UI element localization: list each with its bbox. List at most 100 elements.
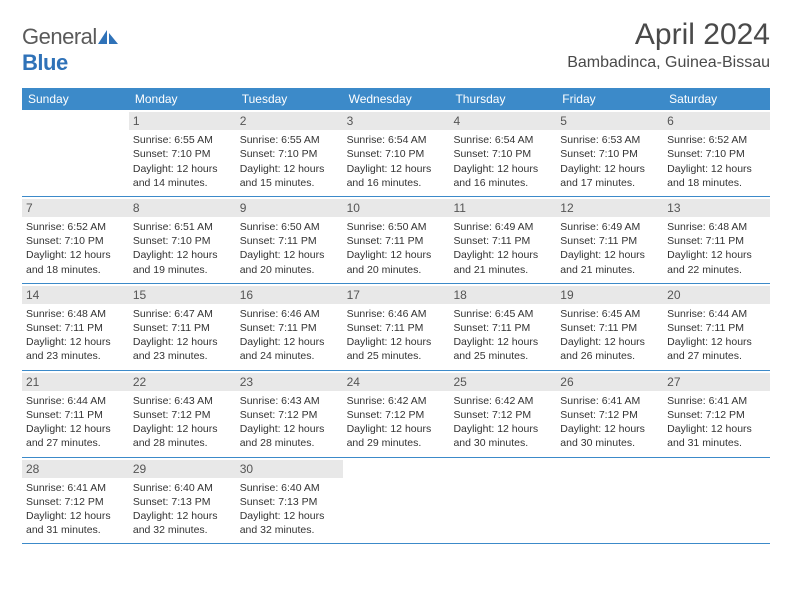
day-number: 3 — [343, 112, 450, 130]
day-cell: 13Sunrise: 6:48 AMSunset: 7:11 PMDayligh… — [663, 197, 770, 283]
day-number: 23 — [236, 373, 343, 391]
header: GeneralBlue April 2024 Bambadinca, Guine… — [22, 18, 770, 76]
dow-cell: Friday — [556, 88, 663, 110]
day-details: Sunrise: 6:51 AMSunset: 7:10 PMDaylight:… — [133, 220, 232, 277]
dow-cell: Tuesday — [236, 88, 343, 110]
day-cell: 25Sunrise: 6:42 AMSunset: 7:12 PMDayligh… — [449, 371, 556, 457]
day-details: Sunrise: 6:40 AMSunset: 7:13 PMDaylight:… — [240, 481, 339, 538]
day-details: Sunrise: 6:40 AMSunset: 7:13 PMDaylight:… — [133, 481, 232, 538]
dow-cell: Sunday — [22, 88, 129, 110]
day-cell: 3Sunrise: 6:54 AMSunset: 7:10 PMDaylight… — [343, 110, 450, 196]
day-cell: 22 Sunrise: 6:43 AMSunset: 7:12 PMDayligh… — [129, 371, 236, 457]
day-number: 2 — [236, 112, 343, 130]
day-number: 21 — [22, 373, 129, 391]
day-cell: 26 Sunrise: 6:41 AMSunset: 7:12 PMDayligh… — [556, 371, 663, 457]
day-cell — [22, 110, 129, 196]
day-number: 20 — [663, 286, 770, 304]
day-details: Sunrise: 6:42 AMSunset: 7:12 PMDaylight:… — [347, 394, 446, 451]
day-cell: 15 Sunrise: 6:47 AMSunset: 7:11 PMDayligh… — [129, 284, 236, 370]
week-row: 21 Sunrise: 6:44 AMSunset: 7:11 PMDayligh… — [22, 371, 770, 458]
brand-logo: GeneralBlue — [22, 18, 118, 76]
day-number: 18 — [449, 286, 556, 304]
sail-icon — [98, 30, 118, 44]
day-cell: 1Sunrise: 6:55 AMSunset: 7:10 PMDaylight… — [129, 110, 236, 196]
day-number: 24 — [343, 373, 450, 391]
day-number: 27 — [663, 373, 770, 391]
day-cell: 6 Sunrise: 6:52 AMSunset: 7:10 PMDaylight… — [663, 110, 770, 196]
day-cell: 10 Sunrise: 6:50 AMSunset: 7:11 PMDayligh… — [343, 197, 450, 283]
day-cell: 16 Sunrise: 6:46 AMSunset: 7:11 PMDayligh… — [236, 284, 343, 370]
location: Bambadinca, Guinea-Bissau — [567, 54, 770, 72]
day-cell: 14Sunrise: 6:48 AMSunset: 7:11 PMDayligh… — [22, 284, 129, 370]
day-cell — [343, 458, 450, 544]
day-number: 7 — [22, 199, 129, 217]
day-details: Sunrise: 6:44 AMSunset: 7:11 PMDaylight:… — [667, 307, 766, 364]
day-number: 9 — [236, 199, 343, 217]
day-cell: 9 Sunrise: 6:50 AMSunset: 7:11 PMDaylight… — [236, 197, 343, 283]
day-cell: 17 Sunrise: 6:46 AMSunset: 7:11 PMDayligh… — [343, 284, 450, 370]
day-cell: 7 Sunrise: 6:52 AMSunset: 7:10 PMDaylight… — [22, 197, 129, 283]
day-details: Sunrise: 6:52 AMSunset: 7:10 PMDaylight:… — [26, 220, 125, 277]
dow-cell: Wednesday — [343, 88, 450, 110]
day-details: Sunrise: 6:44 AMSunset: 7:11 PMDaylight:… — [26, 394, 125, 451]
day-details: Sunrise: 6:50 AMSunset: 7:11 PMDaylight:… — [347, 220, 446, 277]
day-cell: 28Sunrise: 6:41 AMSunset: 7:12 PMDayligh… — [22, 458, 129, 544]
day-cell: 30Sunrise: 6:40 AMSunset: 7:13 PMDayligh… — [236, 458, 343, 544]
day-details: Sunrise: 6:46 AMSunset: 7:11 PMDaylight:… — [347, 307, 446, 364]
month-title: April 2024 — [567, 18, 770, 52]
day-details: Sunrise: 6:50 AMSunset: 7:11 PMDaylight:… — [240, 220, 339, 277]
title-block: April 2024 Bambadinca, Guinea-Bissau — [567, 18, 770, 72]
day-number: 6 — [663, 112, 770, 130]
day-cell: 18 Sunrise: 6:45 AMSunset: 7:11 PMDayligh… — [449, 284, 556, 370]
day-details: Sunrise: 6:55 AMSunset: 7:10 PMDaylight:… — [240, 133, 339, 190]
day-number: 17 — [343, 286, 450, 304]
day-cell — [663, 458, 770, 544]
day-cell: 20 Sunrise: 6:44 AMSunset: 7:11 PMDayligh… — [663, 284, 770, 370]
day-details: Sunrise: 6:41 AMSunset: 7:12 PMDaylight:… — [667, 394, 766, 451]
day-cell: 5 Sunrise: 6:53 AMSunset: 7:10 PMDaylight… — [556, 110, 663, 196]
day-of-week-header: SundayMondayTuesdayWednesdayThursdayFrid… — [22, 88, 770, 110]
week-row: 7 Sunrise: 6:52 AMSunset: 7:10 PMDaylight… — [22, 197, 770, 284]
week-row: 28Sunrise: 6:41 AMSunset: 7:12 PMDayligh… — [22, 458, 770, 545]
day-details: Sunrise: 6:48 AMSunset: 7:11 PMDaylight:… — [667, 220, 766, 277]
day-number: 11 — [449, 199, 556, 217]
day-number: 10 — [343, 199, 450, 217]
day-details: Sunrise: 6:41 AMSunset: 7:12 PMDaylight:… — [560, 394, 659, 451]
day-details: Sunrise: 6:52 AMSunset: 7:10 PMDaylight:… — [667, 133, 766, 190]
day-details: Sunrise: 6:55 AMSunset: 7:10 PMDaylight:… — [133, 133, 232, 190]
day-cell: 12Sunrise: 6:49 AMSunset: 7:11 PMDayligh… — [556, 197, 663, 283]
day-number: 29 — [129, 460, 236, 478]
day-cell: 27 Sunrise: 6:41 AMSunset: 7:12 PMDayligh… — [663, 371, 770, 457]
day-details: Sunrise: 6:46 AMSunset: 7:11 PMDaylight:… — [240, 307, 339, 364]
brand-name-part2: Blue — [22, 50, 68, 75]
day-details: Sunrise: 6:43 AMSunset: 7:12 PMDaylight:… — [240, 394, 339, 451]
weeks-container: 1Sunrise: 6:55 AMSunset: 7:10 PMDaylight… — [22, 110, 770, 544]
day-number: 22 — [129, 373, 236, 391]
day-cell: 2 Sunrise: 6:55 AMSunset: 7:10 PMDaylight… — [236, 110, 343, 196]
week-row: 14Sunrise: 6:48 AMSunset: 7:11 PMDayligh… — [22, 284, 770, 371]
day-details: Sunrise: 6:49 AMSunset: 7:11 PMDaylight:… — [560, 220, 659, 277]
day-number: 5 — [556, 112, 663, 130]
day-number: 25 — [449, 373, 556, 391]
dow-cell: Thursday — [449, 88, 556, 110]
day-number: 16 — [236, 286, 343, 304]
day-details: Sunrise: 6:48 AMSunset: 7:11 PMDaylight:… — [26, 307, 125, 364]
calendar-page: GeneralBlue April 2024 Bambadinca, Guine… — [0, 0, 792, 562]
day-cell: 29 Sunrise: 6:40 AMSunset: 7:13 PMDayligh… — [129, 458, 236, 544]
brand-name: GeneralBlue — [22, 24, 118, 76]
day-details: Sunrise: 6:45 AMSunset: 7:11 PMDaylight:… — [560, 307, 659, 364]
day-number: 19 — [556, 286, 663, 304]
dow-cell: Saturday — [663, 88, 770, 110]
day-cell: 8Sunrise: 6:51 AMSunset: 7:10 PMDaylight… — [129, 197, 236, 283]
day-number: 15 — [129, 286, 236, 304]
day-details: Sunrise: 6:43 AMSunset: 7:12 PMDaylight:… — [133, 394, 232, 451]
day-cell — [449, 458, 556, 544]
day-details: Sunrise: 6:53 AMSunset: 7:10 PMDaylight:… — [560, 133, 659, 190]
day-number: 26 — [556, 373, 663, 391]
day-details: Sunrise: 6:47 AMSunset: 7:11 PMDaylight:… — [133, 307, 232, 364]
day-details: Sunrise: 6:45 AMSunset: 7:11 PMDaylight:… — [453, 307, 552, 364]
day-cell: 23 Sunrise: 6:43 AMSunset: 7:12 PMDayligh… — [236, 371, 343, 457]
day-details: Sunrise: 6:49 AMSunset: 7:11 PMDaylight:… — [453, 220, 552, 277]
day-cell — [556, 458, 663, 544]
day-cell: 24 Sunrise: 6:42 AMSunset: 7:12 PMDayligh… — [343, 371, 450, 457]
